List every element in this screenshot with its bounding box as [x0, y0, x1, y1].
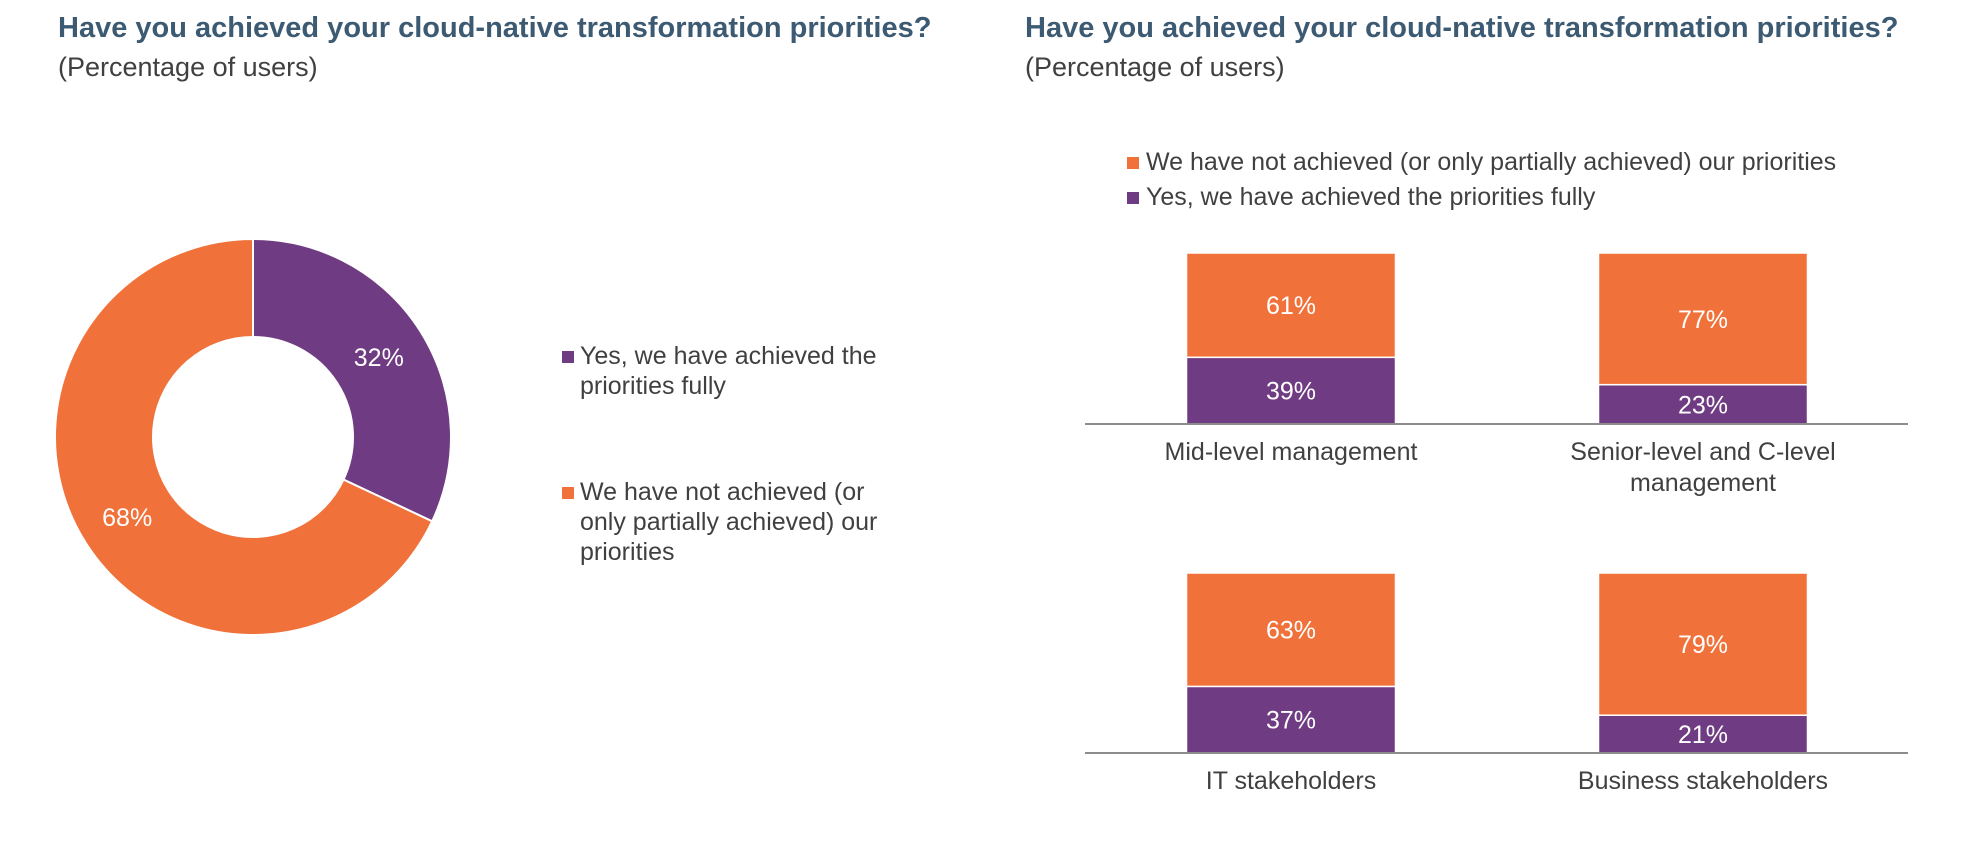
- donut-data-label-no: 68%: [102, 504, 152, 532]
- legend-label-yes: priorities fully: [580, 372, 726, 400]
- bar-no-segment: [1185, 252, 1397, 359]
- bar-yes-segment: [1185, 356, 1397, 425]
- legend-swatch-yes: [562, 351, 574, 363]
- legend-label-no: only partially achieved) our: [580, 508, 877, 536]
- bar-no-segment: [1185, 572, 1397, 688]
- bar-category-label: management: [1630, 469, 1776, 497]
- stacked-bar-chart: We have not achieved (or only partially …: [1085, 148, 1908, 795]
- left-chart-subtitle: (Percentage of users): [58, 52, 318, 82]
- bar-data-label-no: 79%: [1678, 631, 1728, 659]
- donut-data-label-yes: 32%: [354, 344, 404, 372]
- bar-data-label-no: 61%: [1266, 292, 1316, 320]
- bar-data-label-yes: 37%: [1266, 707, 1316, 735]
- bar-data-label-yes: 21%: [1678, 721, 1728, 749]
- bar-category-label: IT stakeholders: [1206, 767, 1376, 795]
- legend-label-no: We have not achieved (or: [580, 478, 864, 506]
- right-chart-title: Have you achieved your cloud-native tran…: [1025, 12, 1899, 44]
- legend-swatch-no: [562, 487, 574, 499]
- right-chart-subtitle: (Percentage of users): [1025, 52, 1285, 82]
- bar-legend-label-yes: Yes, we have achieved the priorities ful…: [1146, 183, 1596, 211]
- bar-data-label-no: 77%: [1678, 306, 1728, 334]
- bar-category-label: Mid-level management: [1165, 438, 1418, 466]
- left-chart-title: Have you achieved your cloud-native tran…: [58, 12, 932, 44]
- bar-data-label-no: 63%: [1266, 617, 1316, 645]
- donut-slice-yes: [252, 237, 452, 523]
- legend-label-yes: Yes, we have achieved the: [580, 342, 877, 370]
- bar-yes-segment: [1597, 383, 1809, 425]
- donut-chart: 32%68%Yes, we have achieved theprioritie…: [54, 237, 877, 636]
- bar-legend-label-no: We have not achieved (or only partially …: [1146, 148, 1836, 176]
- bar-legend-swatch-yes: [1127, 192, 1139, 204]
- bar-no-segment: [1597, 252, 1809, 386]
- donut-slice-no: [54, 237, 434, 636]
- bar-no-segment: [1597, 572, 1809, 716]
- bar-category-label: Business stakeholders: [1578, 767, 1828, 795]
- bar-data-label-yes: 39%: [1266, 378, 1316, 406]
- bar-category-label: Senior-level and C-level: [1570, 438, 1835, 466]
- legend-label-no: priorities: [580, 538, 674, 566]
- bar-legend-swatch-no: [1127, 157, 1139, 169]
- bar-data-label-yes: 23%: [1678, 391, 1728, 419]
